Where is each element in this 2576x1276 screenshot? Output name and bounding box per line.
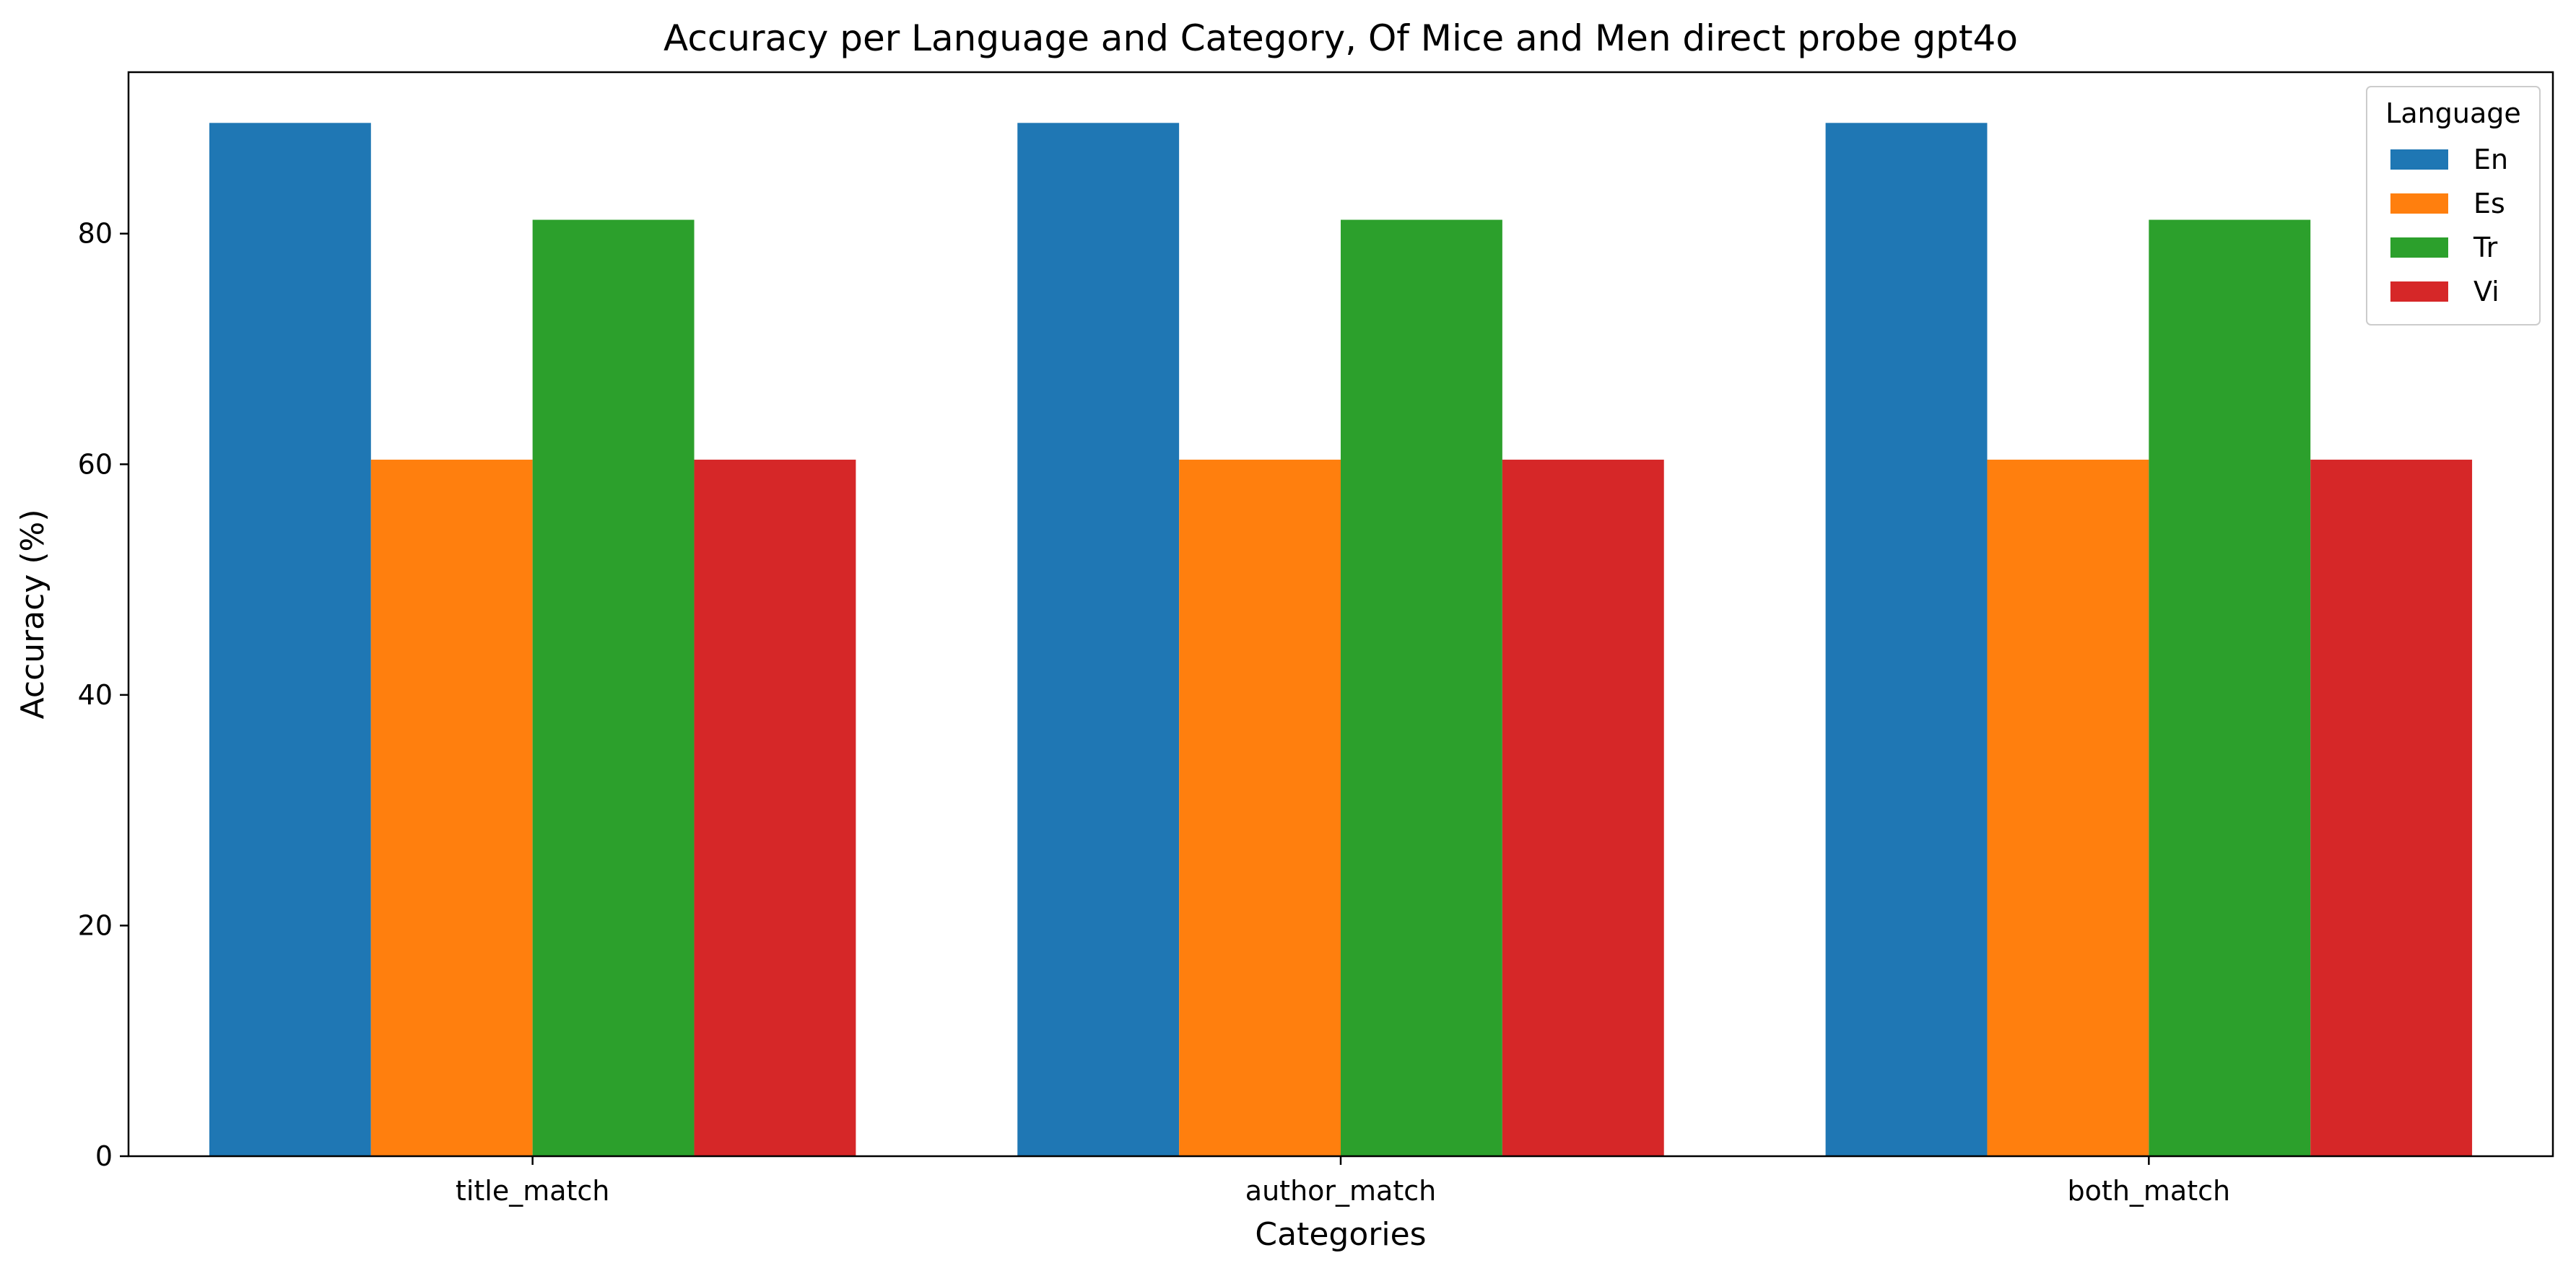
y-tick-label: 0 bbox=[95, 1140, 113, 1172]
y-tick-label: 40 bbox=[78, 679, 113, 711]
x-tick-label-author_match: author_match bbox=[1245, 1175, 1436, 1207]
bar-vi-title_match bbox=[694, 459, 856, 1156]
legend-swatch-es bbox=[2390, 193, 2448, 214]
legend-title: Language bbox=[2385, 97, 2521, 129]
x-axis-label: Categories bbox=[1255, 1216, 1426, 1253]
bar-vi-both_match bbox=[2310, 459, 2473, 1156]
bar-es-author_match bbox=[1179, 459, 1341, 1156]
legend-items: En Es Tr Vi bbox=[2390, 144, 2508, 307]
bar-tr-author_match bbox=[1341, 219, 1502, 1157]
bar-es-both_match bbox=[1987, 459, 2149, 1156]
x-tick-label-title_match: title_match bbox=[456, 1175, 609, 1207]
legend-label-en: En bbox=[2473, 144, 2508, 175]
bar-en-title_match bbox=[209, 123, 371, 1156]
y-axis: 0 20 40 60 80 bbox=[78, 218, 129, 1172]
bar-en-author_match bbox=[1017, 123, 1180, 1156]
bars-group bbox=[209, 123, 2473, 1157]
chart-title: Accuracy per Language and Category, Of M… bbox=[663, 17, 2018, 59]
x-axis: title_match author_match both_match bbox=[456, 1156, 2230, 1207]
y-axis-label: Accuracy (%) bbox=[14, 509, 51, 719]
legend-box bbox=[2366, 86, 2541, 325]
legend-swatch-tr bbox=[2390, 237, 2448, 258]
bar-en-both_match bbox=[1825, 123, 1988, 1156]
legend: Language En Es Tr Vi bbox=[2366, 86, 2541, 325]
plot-frame bbox=[127, 71, 2554, 1158]
x-tick-label-both_match: both_match bbox=[2068, 1175, 2231, 1207]
legend-swatch-en bbox=[2390, 149, 2448, 170]
bar-es-title_match bbox=[370, 459, 533, 1156]
legend-label-tr: Tr bbox=[2473, 232, 2498, 263]
bar-vi-author_match bbox=[1502, 459, 1664, 1156]
y-tick-label: 80 bbox=[78, 218, 113, 250]
y-tick-label: 60 bbox=[78, 448, 113, 480]
legend-label-vi: Vi bbox=[2473, 276, 2499, 307]
bar-tr-title_match bbox=[532, 219, 695, 1157]
legend-label-es: Es bbox=[2473, 188, 2505, 219]
bar-tr-both_match bbox=[2149, 219, 2311, 1157]
legend-swatch-vi bbox=[2390, 281, 2448, 302]
y-tick-label: 20 bbox=[78, 909, 113, 941]
